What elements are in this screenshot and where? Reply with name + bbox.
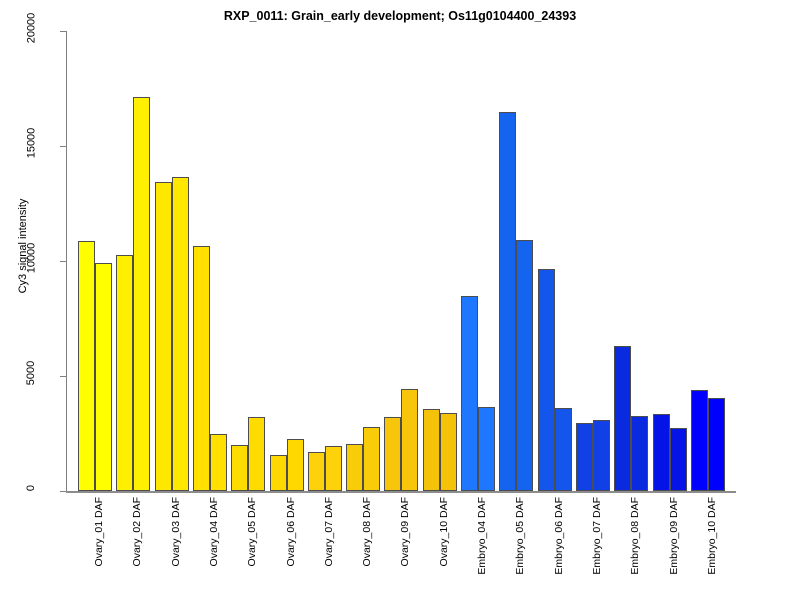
- x-axis-group-label: Embryo_06 DAF: [553, 497, 565, 575]
- bar: [401, 389, 418, 491]
- bar: [287, 439, 304, 491]
- bar: [346, 444, 363, 491]
- bar: [193, 246, 210, 491]
- bar: [325, 446, 342, 491]
- bar: [538, 269, 555, 491]
- bar: [691, 390, 708, 491]
- x-axis-group-label: Ovary_09 DAF: [399, 497, 411, 566]
- bar: [95, 263, 112, 491]
- chart-figure: RXP_0011: Grain_early development; Os11g…: [0, 0, 800, 600]
- bar: [78, 241, 95, 491]
- bar: [516, 240, 533, 491]
- x-axis-group-label: Ovary_04 DAF: [208, 497, 220, 566]
- bar: [478, 407, 495, 491]
- bar: [653, 414, 670, 491]
- bar: [614, 346, 631, 491]
- bar: [155, 182, 172, 491]
- bar: [172, 177, 189, 491]
- bar: [631, 416, 648, 491]
- bar: [593, 420, 610, 491]
- x-axis-group-label: Embryo_04 DAF: [476, 497, 488, 575]
- bar: [423, 409, 440, 491]
- x-axis-group-label: Ovary_02 DAF: [131, 497, 143, 566]
- x-axis-group-label: Ovary_05 DAF: [246, 497, 258, 566]
- bar: [308, 452, 325, 491]
- bar: [384, 417, 401, 491]
- bar: [555, 408, 572, 491]
- bar: [670, 428, 687, 491]
- x-axis-group-label: Ovary_07 DAF: [323, 497, 335, 566]
- x-axis-group-label: Ovary_10 DAF: [438, 497, 450, 566]
- bar: [440, 413, 457, 491]
- x-axis-group-label: Ovary_03 DAF: [170, 497, 182, 566]
- bar: [231, 445, 248, 491]
- x-axis-group-label: Ovary_01 DAF: [93, 497, 105, 566]
- x-axis-group-label: Embryo_07 DAF: [591, 497, 603, 575]
- x-axis-group-label: Ovary_06 DAF: [285, 497, 297, 566]
- bar: [248, 417, 265, 491]
- bar: [708, 398, 725, 491]
- x-axis-group-label: Embryo_09 DAF: [668, 497, 680, 575]
- x-axis-group-label: Embryo_10 DAF: [706, 497, 718, 575]
- bar: [116, 255, 133, 491]
- plot-area: Ovary_01 DAF Ovary_02 DAF Ovary_03 DAF Ovar…: [0, 0, 800, 600]
- bar: [133, 97, 150, 491]
- x-axis-group-label: Ovary_08 DAF: [361, 497, 373, 566]
- bar: [210, 434, 227, 492]
- bar: [499, 112, 516, 492]
- bar: [270, 455, 287, 491]
- bar: [461, 296, 478, 492]
- x-axis-group-label: Embryo_05 DAF: [514, 497, 526, 575]
- x-axis-group-label: Embryo_08 DAF: [629, 497, 641, 575]
- bar: [576, 423, 593, 491]
- bar: [363, 427, 380, 491]
